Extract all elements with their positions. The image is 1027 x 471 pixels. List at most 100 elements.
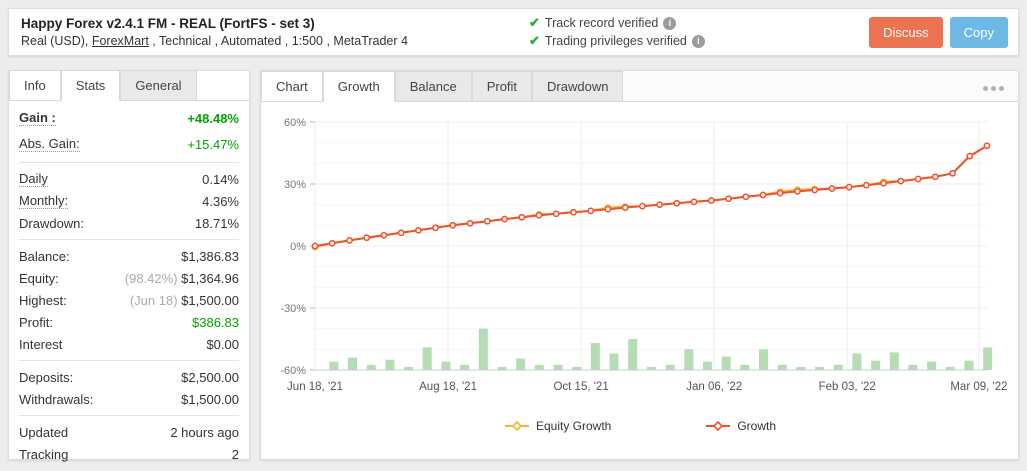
info-icon[interactable]: i xyxy=(691,34,705,48)
divider xyxy=(19,162,239,163)
stat-label[interactable]: Gain : xyxy=(19,110,56,126)
tab-info[interactable]: Info xyxy=(9,70,61,101)
divider xyxy=(19,360,239,361)
divider xyxy=(19,415,239,416)
equity-growth-marker-icon xyxy=(504,421,529,431)
stat-value: 18.71% xyxy=(194,215,239,231)
account-subtitle: Real (USD), ForexMart , Technical , Auto… xyxy=(21,34,517,48)
badge-label: Trading privileges verified xyxy=(544,34,687,48)
legend-label: Growth xyxy=(737,419,777,433)
stat-label: Withdrawals: xyxy=(19,391,94,407)
stat-row-balance: Balance: $1,386.83 xyxy=(19,245,239,267)
stat-value: $2,500.00 xyxy=(181,369,239,385)
stat-value: $0.00 xyxy=(206,336,239,352)
chart-legend: Equity Growth Growth xyxy=(265,419,1016,433)
legend-label: Equity Growth xyxy=(535,419,612,433)
stat-row-drawdown: Drawdown: 18.71% xyxy=(19,212,239,234)
stat-label[interactable]: Abs. Gain: xyxy=(19,136,80,152)
stat-label: Deposits: xyxy=(19,369,74,385)
copy-button[interactable]: Copy xyxy=(949,16,1008,48)
tab-drawdown[interactable]: Drawdown xyxy=(532,71,624,102)
chart-tabs: Chart Growth Balance Profit Drawdown xyxy=(261,71,983,102)
stat-value: (98.42%) $1,364.96 xyxy=(124,270,239,286)
info-icon[interactable]: i xyxy=(663,16,677,30)
stat-label: Highest: xyxy=(19,292,67,308)
stat-row-tracking: Tracking 2 xyxy=(19,443,239,465)
stat-value: +48.48% xyxy=(187,110,239,126)
tab-stats[interactable]: Stats xyxy=(60,70,121,101)
tab-growth[interactable]: Growth xyxy=(322,71,395,102)
stats-panel-tabs: Info Stats General xyxy=(9,70,249,101)
stat-value: 2 hours ago xyxy=(170,424,239,440)
stat-row-highest: Highest: (Jun 18) $1,500.00 xyxy=(19,289,239,311)
growth-chart[interactable]: 60% 30% 0% -30% -60% Jun 18, '21 Aug 18, '21 Oc… xyxy=(265,110,1014,410)
stat-value: 0.14% xyxy=(202,171,239,187)
stat-row-profit: Profit: $386.83 xyxy=(19,311,239,333)
stat-label[interactable]: Daily xyxy=(19,171,48,187)
stats-panel: Info Stats General Gain : +48.48% Abs. G… xyxy=(8,70,250,462)
stat-row-deposits: Deposits: $2,500.00 xyxy=(19,366,239,388)
stat-value: $1,386.83 xyxy=(181,248,239,264)
tab-general[interactable]: General xyxy=(120,70,197,101)
account-title-block: Happy Forex v2.4.1 FM - REAL (FortFS - s… xyxy=(9,16,529,48)
chart-tabs-row: Chart Growth Balance Profit Drawdown xyxy=(261,71,1018,102)
legend-item-equity-growth[interactable]: Equity Growth xyxy=(504,419,612,433)
stat-row-abs-gain: Abs. Gain: +15.47% xyxy=(19,131,239,157)
stat-value-note: (98.42%) xyxy=(124,270,178,286)
svg-text:0%: 0% xyxy=(290,241,306,253)
svg-text:Aug 18, '21: Aug 18, '21 xyxy=(419,381,477,393)
stats-list: Gain : +48.48% Abs. Gain: +15.47% Daily … xyxy=(9,101,249,465)
track-record-badge: ✔ Track record verified i xyxy=(529,15,869,31)
stat-label[interactable]: Monthly: xyxy=(19,193,69,209)
account-header: Happy Forex v2.4.1 FM - REAL (FortFS - s… xyxy=(8,8,1019,56)
stat-value: $386.83 xyxy=(192,314,239,330)
svg-text:-60%: -60% xyxy=(280,365,306,377)
svg-text:-30%: -30% xyxy=(280,303,306,315)
badge-label: Track record verified xyxy=(544,16,659,30)
tab-balance[interactable]: Balance xyxy=(394,71,472,102)
stat-label: Profit: xyxy=(19,314,53,330)
growth-chart-area: 60% 30% 0% -30% -60% Jun 18, '21 Aug 18, '21 Oc… xyxy=(261,102,1018,433)
page-title: Happy Forex v2.4.1 FM - REAL (FortFS - s… xyxy=(21,16,315,31)
divider xyxy=(19,239,239,240)
svg-text:60%: 60% xyxy=(284,117,306,129)
stat-value: $1,500.00 xyxy=(181,391,239,407)
svg-text:Jun 18, '21: Jun 18, '21 xyxy=(287,381,343,393)
growth-marker-icon xyxy=(706,421,731,431)
check-icon: ✔ xyxy=(529,33,540,48)
chart-panel: Chart Growth Balance Profit Drawdown 60%… xyxy=(260,70,1019,460)
stat-label: Tracking xyxy=(19,446,69,462)
stat-value: (Jun 18) $1,500.00 xyxy=(129,292,239,308)
stat-label: Equity: xyxy=(19,270,59,286)
header-actions: Discuss Copy xyxy=(869,16,1018,48)
stat-row-interest: Interest $0.00 xyxy=(19,333,239,355)
tab-profit[interactable]: Profit xyxy=(471,71,533,102)
check-icon: ✔ xyxy=(529,15,540,30)
stat-row-daily: Daily 0.14% xyxy=(19,168,239,190)
stat-row-equity: Equity: (98.42%) $1,364.96 xyxy=(19,267,239,289)
svg-text:Jan 06, '22: Jan 06, '22 xyxy=(686,381,742,393)
tab-chart[interactable]: Chart xyxy=(261,71,323,102)
stat-row-gain: Gain : +48.48% xyxy=(19,105,239,131)
stat-row-monthly: Monthly: 4.36% xyxy=(19,190,239,212)
trading-privileges-badge: ✔ Trading privileges verified i xyxy=(529,33,869,49)
subtitle-prefix: Real (USD), xyxy=(21,34,92,48)
stat-label: Drawdown: xyxy=(19,215,85,231)
svg-text:Oct 15, '21: Oct 15, '21 xyxy=(553,381,608,393)
stat-row-withdrawals: Withdrawals: $1,500.00 xyxy=(19,388,239,410)
discuss-button[interactable]: Discuss xyxy=(869,16,943,48)
stat-label: Interest xyxy=(19,336,63,352)
legend-item-growth[interactable]: Growth xyxy=(706,419,776,433)
stat-value: 4.36% xyxy=(202,193,239,209)
stat-value-note: (Jun 18) xyxy=(129,292,178,308)
stat-value: 2 xyxy=(231,446,239,462)
svg-text:Mar 09, '22: Mar 09, '22 xyxy=(950,381,1007,393)
stat-row-updated: Updated 2 hours ago xyxy=(19,421,239,443)
ellipsis-menu-icon[interactable] xyxy=(983,86,1018,101)
subtitle-suffix: , Technical , Automated , 1:500 , MetaTr… xyxy=(148,34,408,48)
broker-link[interactable]: ForexMart xyxy=(91,34,149,48)
svg-text:Feb 03, '22: Feb 03, '22 xyxy=(819,381,876,393)
stat-label: Updated xyxy=(19,424,69,440)
stat-value: +15.47% xyxy=(187,136,239,152)
verification-badges: ✔ Track record verified i ✔ Trading priv… xyxy=(529,13,869,51)
